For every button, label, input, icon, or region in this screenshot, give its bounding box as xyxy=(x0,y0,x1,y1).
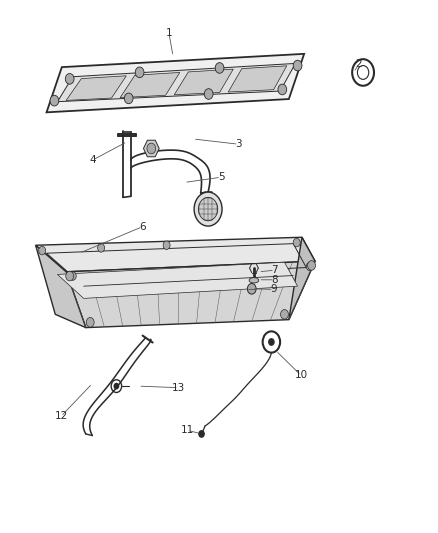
Circle shape xyxy=(293,238,300,247)
Circle shape xyxy=(65,74,74,84)
Text: 5: 5 xyxy=(218,172,225,182)
Text: 13: 13 xyxy=(172,383,185,393)
Circle shape xyxy=(135,67,144,78)
Circle shape xyxy=(39,246,46,255)
Polygon shape xyxy=(35,245,86,328)
Text: 10: 10 xyxy=(294,370,307,381)
Circle shape xyxy=(293,60,302,71)
Text: 4: 4 xyxy=(89,155,95,165)
Circle shape xyxy=(215,62,224,73)
Circle shape xyxy=(50,95,59,106)
Circle shape xyxy=(198,197,218,221)
Polygon shape xyxy=(289,237,315,320)
Circle shape xyxy=(307,261,315,270)
Polygon shape xyxy=(144,140,159,157)
Polygon shape xyxy=(46,54,304,112)
Circle shape xyxy=(199,431,204,437)
Circle shape xyxy=(98,244,105,252)
Circle shape xyxy=(163,241,170,249)
Text: 6: 6 xyxy=(139,222,146,232)
Text: 3: 3 xyxy=(235,139,242,149)
Polygon shape xyxy=(120,72,180,98)
Polygon shape xyxy=(57,262,297,298)
Text: 1: 1 xyxy=(166,28,172,38)
Polygon shape xyxy=(35,237,315,272)
Text: 9: 9 xyxy=(270,285,277,294)
Circle shape xyxy=(66,271,74,281)
Circle shape xyxy=(204,88,213,99)
Circle shape xyxy=(124,93,133,104)
Ellipse shape xyxy=(249,278,259,283)
Polygon shape xyxy=(174,69,233,95)
Circle shape xyxy=(147,143,155,154)
Text: 11: 11 xyxy=(181,425,194,435)
Circle shape xyxy=(306,262,313,271)
Circle shape xyxy=(278,84,287,95)
Text: 8: 8 xyxy=(272,275,278,285)
Circle shape xyxy=(194,192,222,226)
Text: 2: 2 xyxy=(355,60,362,69)
Polygon shape xyxy=(57,63,295,102)
Circle shape xyxy=(114,383,119,389)
Text: 7: 7 xyxy=(272,265,278,275)
Text: 12: 12 xyxy=(54,411,67,422)
Circle shape xyxy=(69,272,76,280)
Circle shape xyxy=(269,339,274,345)
Polygon shape xyxy=(66,76,126,100)
Circle shape xyxy=(86,318,94,327)
Circle shape xyxy=(281,310,288,319)
Polygon shape xyxy=(228,66,287,92)
Circle shape xyxy=(247,284,256,294)
Polygon shape xyxy=(66,261,315,328)
